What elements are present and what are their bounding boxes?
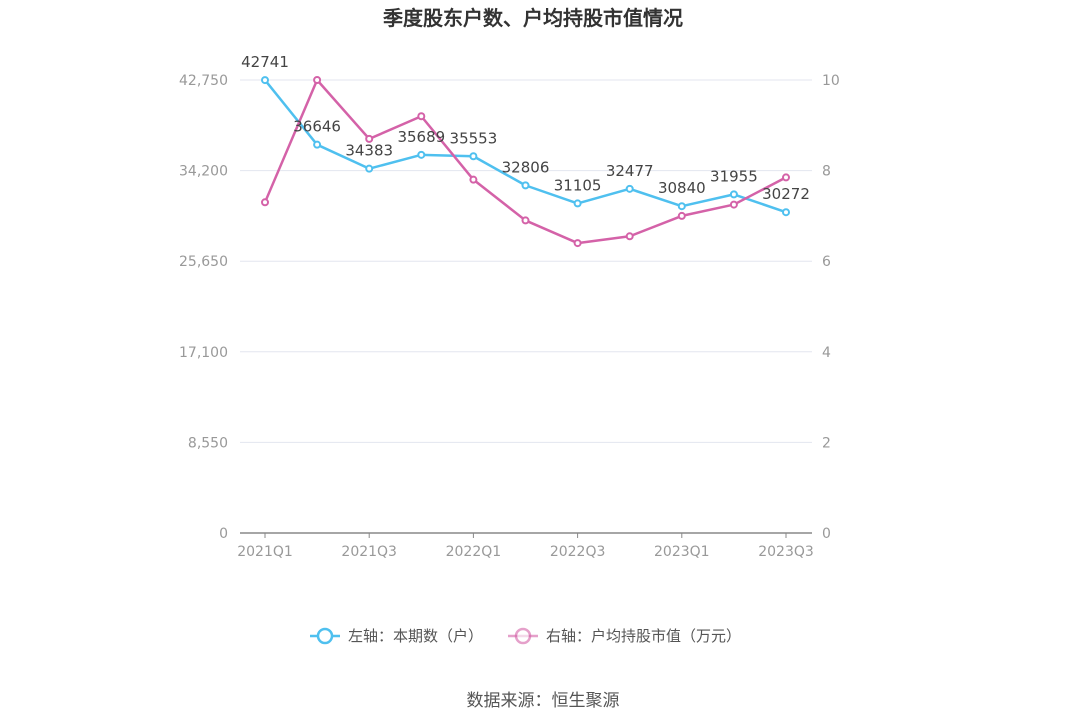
data-label: 35553 (450, 129, 498, 147)
data-label: 42741 (241, 53, 289, 71)
x-axis-tick-label: 2021Q1 (237, 544, 293, 560)
holders-count-point (365, 164, 374, 173)
avg-holding-value-point (261, 198, 269, 207)
data-label: 30272 (762, 185, 810, 203)
series-layer (261, 76, 790, 248)
avg-holding-value-point (729, 200, 738, 209)
data-label: 32806 (502, 158, 550, 176)
holders-count-point (261, 76, 269, 85)
holders-count-point (625, 184, 634, 193)
avg-holding-value-point (313, 76, 322, 84)
holders-count-point (313, 140, 322, 149)
data-label: 34383 (345, 142, 393, 160)
avg-holding-value-point (365, 134, 374, 143)
legend-label: 右轴：户均持股市值（万元） (546, 627, 741, 645)
data-label: 31955 (710, 167, 758, 185)
data-label: 35689 (397, 128, 445, 146)
left-axis-tick-label: 0 (219, 526, 228, 542)
left-axis-tick-label: 8,550 (188, 435, 228, 451)
left-axis-tick-label: 34,200 (179, 164, 228, 180)
chart-title: 季度股东户数、户均持股市值情况 (382, 6, 683, 30)
left-axis-tick-label: 25,650 (179, 254, 228, 270)
right-axis-tick-label: 8 (822, 164, 831, 180)
left-axis-tick-label: 42,750 (179, 73, 228, 89)
avg-holding-value-point (677, 211, 686, 220)
holders-count-point (782, 208, 790, 217)
data-label: 36646 (293, 118, 341, 136)
left-axis-tick-label: 17,100 (179, 345, 228, 361)
avg-holding-value-point (625, 232, 634, 241)
axes: 0 0 8,550 2 17,100 4 25,650 6 34,200 8 42,750 10 202… (179, 73, 840, 560)
avg-holding-value-point (573, 239, 582, 248)
right-axis-tick-label: 2 (822, 435, 831, 451)
right-axis-tick-label: 0 (822, 526, 831, 542)
legend-label: 左轴：本期数（户） (348, 627, 483, 645)
x-axis-tick-label: 2023Q1 (654, 544, 710, 560)
right-axis-tick-label: 6 (822, 254, 831, 270)
source-note: 数据来源：恒生聚源 (467, 691, 620, 711)
grid-lines (240, 79, 812, 443)
avg-holding-value-point (417, 112, 426, 121)
holders-count-line (264, 79, 787, 214)
x-axis-tick-label: 2022Q3 (550, 544, 606, 560)
holders-count-point (417, 150, 426, 159)
data-label: 30840 (658, 179, 706, 197)
avg-holding-value-point (469, 175, 478, 184)
holders-count-point (677, 202, 686, 211)
holders-count-point (521, 181, 530, 190)
x-axis-tick-label: 2022Q1 (446, 544, 502, 560)
data-label: 31105 (554, 176, 602, 194)
legend-item-holders-count[interactable]: 左轴：本期数（户） (310, 627, 483, 645)
holders-count-point (729, 190, 738, 199)
legend-circle-icon (316, 627, 334, 645)
right-axis-tick-label: 10 (822, 73, 840, 89)
holders-count-point (573, 199, 582, 208)
avg-holding-value-point (782, 173, 790, 182)
holders-count-point (469, 152, 478, 161)
x-axis-tick-label: 2023Q3 (758, 544, 814, 560)
legend-circle-icon (514, 627, 532, 645)
legend[interactable]: 左轴：本期数（户） 右轴：户均持股市值（万元） (310, 627, 741, 645)
avg-holding-value-point (521, 216, 530, 225)
right-axis-tick-label: 4 (822, 345, 831, 361)
data-label: 32477 (606, 162, 654, 180)
x-axis-tick-label: 2021Q3 (341, 544, 397, 560)
legend-item-avg-holding-value[interactable]: 右轴：户均持股市值（万元） (508, 627, 741, 645)
